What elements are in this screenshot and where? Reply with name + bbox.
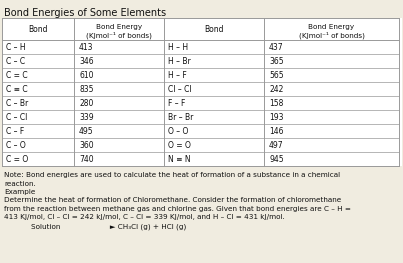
Text: C – Cl: C – Cl <box>6 113 27 122</box>
Text: 497: 497 <box>269 140 284 149</box>
Text: 610: 610 <box>79 70 93 79</box>
Text: C = O: C = O <box>6 154 28 164</box>
Text: N ≡ N: N ≡ N <box>168 154 191 164</box>
Text: Bond: Bond <box>28 24 48 33</box>
Text: Br – Br: Br – Br <box>168 113 193 122</box>
Text: 495: 495 <box>79 127 93 135</box>
Text: 740: 740 <box>79 154 93 164</box>
Text: 565: 565 <box>269 70 284 79</box>
Bar <box>2 18 402 166</box>
Text: 413 KJ/mol, Cl – Cl = 242 kJ/mol, C – Cl = 339 KJ/mol, and H – Cl = 431 kJ/mol.: 413 KJ/mol, Cl – Cl = 242 kJ/mol, C – Cl… <box>4 215 285 220</box>
Text: 158: 158 <box>269 99 283 108</box>
Text: H – F: H – F <box>168 70 187 79</box>
Text: 437: 437 <box>269 43 284 52</box>
Text: 280: 280 <box>79 99 93 108</box>
Text: 945: 945 <box>269 154 284 164</box>
Text: Bond Energies of Some Elements: Bond Energies of Some Elements <box>4 8 166 18</box>
Text: reaction.: reaction. <box>4 180 36 186</box>
Text: 413: 413 <box>79 43 93 52</box>
Text: C – O: C – O <box>6 140 26 149</box>
Text: Example: Example <box>4 189 35 195</box>
Text: 365: 365 <box>269 57 284 65</box>
Text: 346: 346 <box>79 57 93 65</box>
Text: Bond Energy
(KJmol⁻¹ of bonds): Bond Energy (KJmol⁻¹ of bonds) <box>86 24 152 39</box>
Text: 835: 835 <box>79 84 93 94</box>
Text: C – Br: C – Br <box>6 99 28 108</box>
Text: Cl – Cl: Cl – Cl <box>168 84 191 94</box>
Text: Determine the heat of formation of Chloromethane. Consider the formation of chlo: Determine the heat of formation of Chlor… <box>4 198 341 204</box>
Text: Note: Bond energies are used to calculate the heat of formation of a substance i: Note: Bond energies are used to calculat… <box>4 172 340 178</box>
Text: H – Br: H – Br <box>168 57 191 65</box>
Text: C – F: C – F <box>6 127 24 135</box>
Text: 242: 242 <box>269 84 283 94</box>
Text: C ≡ C: C ≡ C <box>6 84 28 94</box>
Text: 360: 360 <box>79 140 93 149</box>
Text: Solution                      ► CH₃Cl (g) + HCl (g): Solution ► CH₃Cl (g) + HCl (g) <box>4 223 186 230</box>
Text: O = O: O = O <box>168 140 191 149</box>
Text: Bond Energy
(KJmol⁻¹ of bonds): Bond Energy (KJmol⁻¹ of bonds) <box>299 24 364 39</box>
Text: F – F: F – F <box>168 99 185 108</box>
Text: Bond: Bond <box>204 24 224 33</box>
Text: from the reaction between methane gas and chlorine gas. Given that bond energies: from the reaction between methane gas an… <box>4 206 351 212</box>
Text: C – H: C – H <box>6 43 26 52</box>
Text: O – O: O – O <box>168 127 188 135</box>
Text: 146: 146 <box>269 127 283 135</box>
Text: C – C: C – C <box>6 57 25 65</box>
Text: C = C: C = C <box>6 70 28 79</box>
Text: H – H: H – H <box>168 43 188 52</box>
Text: 193: 193 <box>269 113 283 122</box>
Text: 339: 339 <box>79 113 93 122</box>
